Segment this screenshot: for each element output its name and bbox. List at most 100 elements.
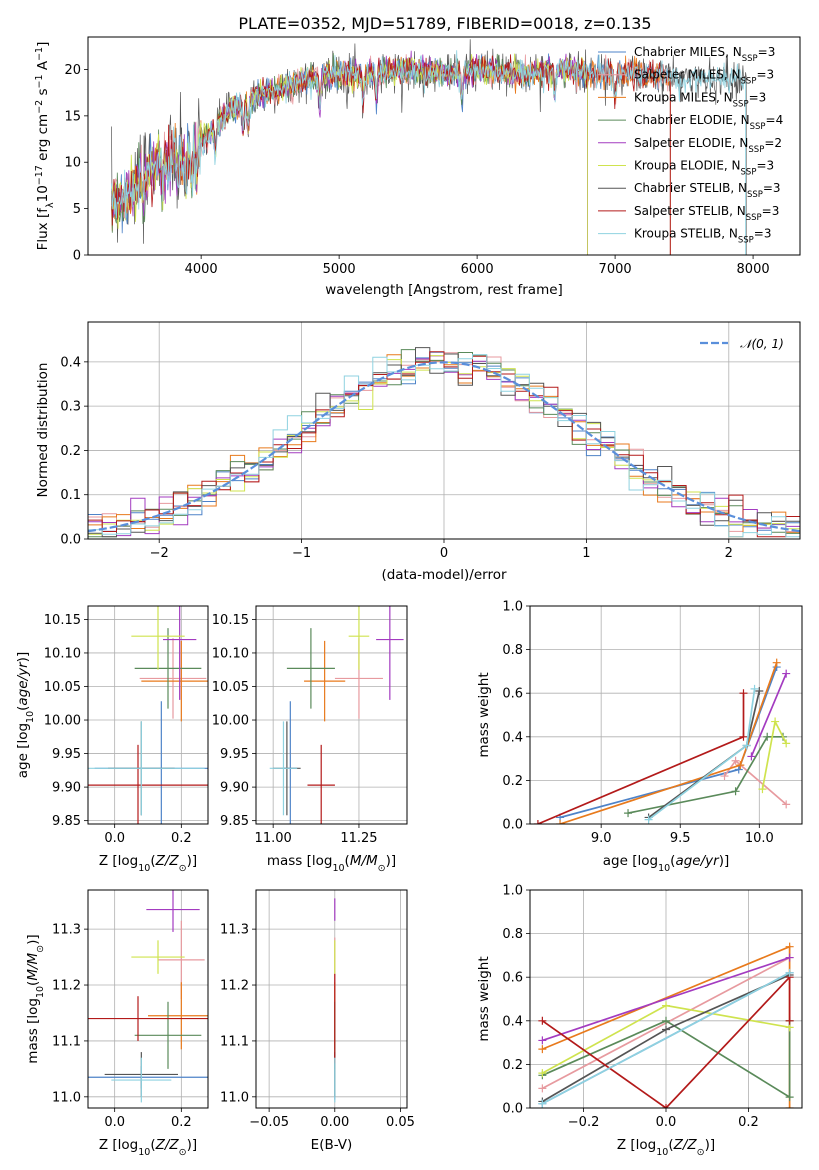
y-tick-label: 11.3: [52, 923, 81, 938]
weight-point-marker: [785, 968, 794, 977]
y-axis-label: Normed distribution: [35, 363, 51, 498]
legend-entry: Kroupa ELODIE, NSSP=3: [634, 159, 774, 178]
weight-point-marker: [785, 942, 794, 951]
weight-series-line: [559, 666, 778, 819]
weight-point-marker: [747, 752, 756, 761]
y-tick-label: 0.4: [60, 355, 81, 370]
spectrum-series-line: [111, 54, 671, 255]
weight-point-marker: [739, 689, 748, 698]
weight-point-marker: [785, 1093, 794, 1102]
weight-point-marker: [538, 1069, 547, 1078]
x-tick-label: 0.2: [738, 1115, 759, 1130]
axes-frame: [87, 36, 801, 256]
y-tick-label: 10.10: [212, 646, 249, 661]
axes-frame: [87, 889, 209, 1109]
gaussian-curve: [88, 361, 800, 533]
weight-point-marker: [731, 756, 740, 765]
axes-frame: [255, 889, 408, 1109]
spectrum-series-line: [111, 50, 746, 255]
y-tick-label: 15: [64, 109, 81, 124]
weight-series-line: [537, 693, 745, 824]
legend-entry: Chabrier ELODIE, NSSP=4: [634, 113, 783, 132]
y-tick-label: 20: [64, 63, 81, 78]
x-axis-label: Z [log10(Z/Z⊙)]: [99, 1137, 197, 1158]
x-tick-label: 5000: [323, 262, 356, 277]
y-tick-label: 0.4: [502, 1014, 523, 1029]
plot-area-weight-vs-age: [533, 658, 791, 824]
weight-series-line: [559, 662, 778, 824]
axes-age-vs-z: 0.0 0.2 9.85 9.90 9.95 10.00 10.05 10.10 10.15 Z …: [15, 605, 209, 874]
weight-point-marker: [755, 687, 764, 696]
y-tick-label: 0: [73, 249, 81, 264]
plot-area-age-vs-mass: [269, 606, 404, 824]
x-tick-label: −0.2: [568, 1115, 600, 1130]
y-tick-label: 0.0: [502, 818, 523, 833]
x-tick-label: −1: [292, 546, 311, 561]
y-tick-label: 0.2: [502, 774, 523, 789]
weight-point-marker: [763, 732, 772, 741]
y-tick-label: 0.0: [502, 1102, 523, 1117]
y-tick-label: 9.85: [52, 814, 81, 829]
weight-point-marker: [734, 765, 743, 774]
y-tick-label: 0.8: [502, 927, 523, 942]
y-axis-label: Flux [fλ10−17 erg cm−2 s−1 A−1]: [34, 42, 56, 251]
y-tick-label: 10.15: [212, 613, 249, 628]
axes-mass-vs-z: 0.0 0.2 11.0 11.1 11.2 11.3 Z [log10(Z/Z⊙)] mas…: [25, 889, 209, 1158]
axes-residual-histogram: −2 −1 0 1 2 0.0 0.1 0.2 0.3 0.4 𝒩(0, 1) (data-model…: [35, 321, 801, 583]
weight-point-marker: [750, 684, 759, 693]
y-tick-label: 1.0: [502, 600, 523, 615]
weight-point-marker: [644, 815, 653, 824]
spectrum-legend: Chabrier MILES, NSSP=3 Salpeter MILES, NS…: [598, 45, 783, 246]
x-tick-label: 8000: [737, 262, 770, 277]
weight-point-marker: [771, 717, 780, 726]
y-tick-label: 0.1: [60, 488, 81, 503]
y-tick-label: 10.00: [44, 714, 81, 729]
y-axis-label: mass weight: [476, 956, 492, 1041]
y-tick-label: 0.0: [60, 533, 81, 548]
y-axis-label: mass weight: [476, 672, 492, 757]
weight-point-marker: [782, 669, 791, 678]
weight-point-marker: [662, 1001, 670, 1010]
weight-point-marker: [739, 732, 748, 741]
x-tick-label: 0.05: [386, 1115, 415, 1130]
weight-point-marker: [538, 1099, 547, 1108]
weight-point-marker: [785, 1016, 794, 1025]
x-axis-label: (data-model)/error: [381, 567, 507, 583]
x-tick-label: 1: [582, 546, 590, 561]
plot-area-mass-vs-z: [88, 890, 208, 1103]
x-tick-label: 0.2: [171, 1115, 192, 1130]
axes-frame: [87, 605, 209, 825]
axes-age-vs-mass: 11.00 11.25 9.85 9.90 9.95 10.00 10.05 10.10 10.…: [212, 605, 408, 874]
axes-frame: [529, 605, 803, 825]
figure-title: PLATE=0352, MJD=51789, FIBERID=0018, z=0…: [238, 14, 651, 33]
weight-point-marker: [556, 820, 565, 824]
y-tick-label: 10.00: [212, 714, 249, 729]
axes-weight-vs-z: −0.2 0.0 0.2 0.0 0.2 0.4 0.6 0.8 1.0 Z [log10(Z/Z…: [476, 884, 803, 1158]
legend-entry: Salpeter STELIB, NSSP=3: [634, 204, 779, 223]
weight-point-marker: [538, 1045, 547, 1054]
y-tick-label: 0.2: [502, 1058, 523, 1073]
legend-entry: 𝒩(0, 1): [740, 337, 784, 351]
plot-area-residual-histogram: [88, 347, 800, 539]
axes-weight-vs-age: 9.0 9.5 10.0 0.0 0.2 0.4 0.6 0.8 1.0 age [log10(a…: [476, 600, 803, 874]
x-tick-label: 11.00: [255, 831, 292, 846]
spectrum-series-line: [111, 53, 588, 255]
x-tick-label: 11.25: [340, 831, 377, 846]
legend-entry: Kroupa MILES, NSSP=3: [634, 90, 766, 109]
y-tick-label: 9.95: [52, 747, 81, 762]
x-tick-label: 0.2: [171, 831, 192, 846]
y-tick-label: 10.05: [212, 680, 249, 695]
y-axis-label: mass [log10(M/M⊙)]: [25, 934, 46, 1063]
y-tick-label: 1.0: [502, 884, 523, 899]
weight-series-line: [750, 673, 787, 757]
y-tick-label: 0.2: [60, 444, 81, 459]
plot-area-spectrum: [111, 39, 747, 255]
weight-point-marker: [662, 1104, 670, 1108]
weight-series-line: [541, 975, 791, 1108]
weight-series-line: [542, 972, 790, 1105]
y-tick-label: 11.0: [52, 1090, 81, 1105]
weight-point-marker: [785, 1104, 794, 1108]
weight-point-marker: [533, 820, 542, 824]
x-tick-label: 6000: [461, 262, 494, 277]
